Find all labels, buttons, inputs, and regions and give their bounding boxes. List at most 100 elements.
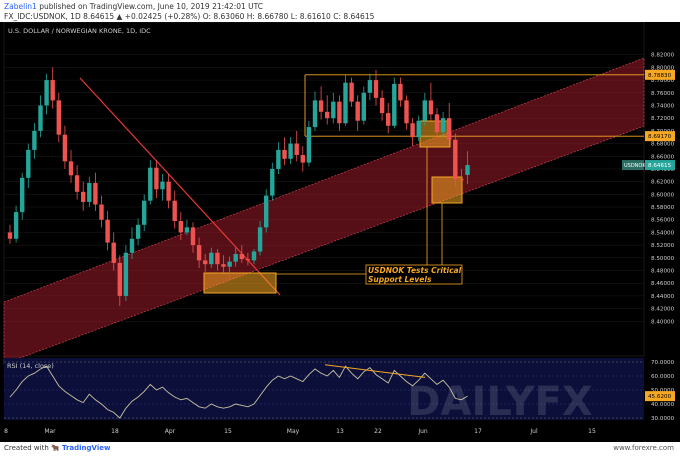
price-tags: 8.78830 8.69170 USDNOK 8.64615: [622, 69, 675, 171]
rsi-label: RSI (14, close): [7, 362, 54, 370]
publication-line: Zabelin1 published on TradingView.com, J…: [4, 2, 263, 11]
candle-body: [215, 252, 220, 265]
candle-body: [154, 167, 159, 190]
candle-body: [379, 97, 385, 114]
time-tick-label: 22: [374, 428, 382, 435]
candle-body: [270, 168, 275, 196]
candle-body: [343, 82, 348, 124]
rsi-current-label: 45.6200: [648, 394, 672, 400]
time-tick-label: Mar: [44, 428, 56, 435]
time-axis[interactable]: 8 Mar 18 Apr 15 May 13 22 Jun 17 Jul 15: [4, 428, 596, 435]
chart-area[interactable]: U.S. DOLLAR / NORWEGIAN KRONE, 1D, IDC 8…: [0, 21, 680, 442]
candle-body: [282, 149, 287, 159]
watermark: DAILYFX: [407, 379, 593, 425]
candle-body: [288, 143, 293, 159]
price-tick-label: 8.72000: [651, 116, 675, 122]
candle-body: [233, 254, 238, 262]
support-boxes: [203, 120, 463, 294]
candle-body: [117, 262, 122, 296]
candle-body: [62, 134, 68, 162]
june-support-box: [431, 176, 463, 204]
created-with: Created with 🐂 TradingView: [4, 444, 110, 452]
created-with-text: Created with: [4, 444, 49, 452]
author-link[interactable]: Zabelin1: [4, 2, 37, 11]
time-tick-label: 17: [474, 428, 482, 435]
symbol-tag: [622, 160, 644, 171]
candle-body: [209, 252, 214, 265]
level-price-label: 8.69170: [648, 134, 672, 140]
candle-body: [68, 161, 74, 176]
time-tick-label: 8: [4, 428, 8, 435]
price-tick-label: 8.48000: [651, 269, 675, 275]
rsi-current-tag: [645, 391, 675, 402]
annotation-box: [365, 264, 463, 285]
candle-body: [257, 227, 263, 252]
price-tick-label: 8.58000: [651, 205, 675, 211]
candle-body: [300, 154, 305, 163]
april-support-box: [203, 272, 277, 294]
candle-body: [221, 264, 226, 267]
tradingview-logo-icon: 🐂: [51, 444, 60, 452]
candle-body: [264, 195, 269, 228]
symbol-ohlc-line: FX_IDC:USDNOK, 1D 8.64615 ▲ +0.02425 (+0…: [4, 12, 375, 21]
level-price-label: 8.78830: [648, 73, 672, 79]
candle-body: [203, 260, 208, 265]
candle-body: [392, 83, 397, 126]
candle-body: [355, 101, 360, 121]
time-tick-label: May: [287, 428, 300, 435]
last-price-label: 8.64615: [648, 163, 672, 169]
candle-body: [404, 100, 409, 124]
candle-body: [410, 123, 415, 138]
candle-body: [50, 80, 55, 101]
price-tick-label: 8.68000: [651, 142, 675, 148]
time-tick-label: 15: [588, 428, 596, 435]
level-price-tag: [645, 69, 675, 80]
time-tick-label: 18: [111, 428, 119, 435]
candle-body: [99, 204, 104, 220]
candle-body: [434, 114, 440, 133]
candle-body: [325, 111, 330, 119]
last-price-tag: [645, 160, 675, 171]
candle-body: [74, 175, 80, 192]
downtrend-line: [79, 77, 281, 296]
price-tick-label: 8.46000: [651, 281, 675, 287]
price-tick-label: 8.42000: [651, 307, 675, 313]
candle-body: [81, 191, 86, 202]
rsi-pane: [4, 358, 644, 420]
candle-body: [142, 200, 147, 225]
rsi-divergence-line: [324, 364, 426, 378]
rsi-tick-label: 40.0000: [651, 402, 675, 408]
candle-body: [422, 100, 427, 121]
candle-body: [447, 118, 452, 140]
rsi-tick-label: 60.0000: [651, 374, 675, 380]
time-tick-label: Jul: [529, 428, 538, 435]
candle-body: [190, 227, 196, 246]
candle-body: [105, 219, 110, 243]
price-tick-label: 8.66000: [651, 154, 675, 160]
tradingview-brand[interactable]: TradingView: [61, 444, 111, 452]
level-lines: [304, 74, 644, 137]
candle-body: [361, 92, 366, 121]
chart-svg[interactable]: U.S. DOLLAR / NORWEGIAN KRONE, 1D, IDC 8…: [0, 21, 680, 442]
time-tick-label: 15: [224, 428, 232, 435]
candle-body: [349, 82, 354, 102]
candle-body: [318, 100, 324, 112]
annotation-line-2: Support Levels: [368, 275, 432, 284]
candle-body: [178, 221, 183, 233]
annotation: USDNOK Tests Critical Support Levels: [365, 264, 463, 285]
candle-body: [386, 113, 391, 126]
candle-body: [184, 227, 190, 233]
candle-body: [166, 181, 171, 201]
rsi-tick-label: 30.0000: [651, 416, 675, 422]
price-tick-label: 8.40000: [651, 319, 675, 325]
candle-body: [56, 100, 61, 135]
price-tick-label: 8.78000: [651, 78, 675, 84]
candle-body: [227, 261, 232, 267]
candle-body: [337, 101, 342, 124]
time-tick-label: Jun: [417, 428, 428, 435]
candle-body: [7, 232, 13, 239]
candle-body: [294, 143, 299, 155]
candle-body: [44, 80, 49, 106]
candle-body: [13, 212, 19, 239]
candle-body: [331, 101, 336, 119]
